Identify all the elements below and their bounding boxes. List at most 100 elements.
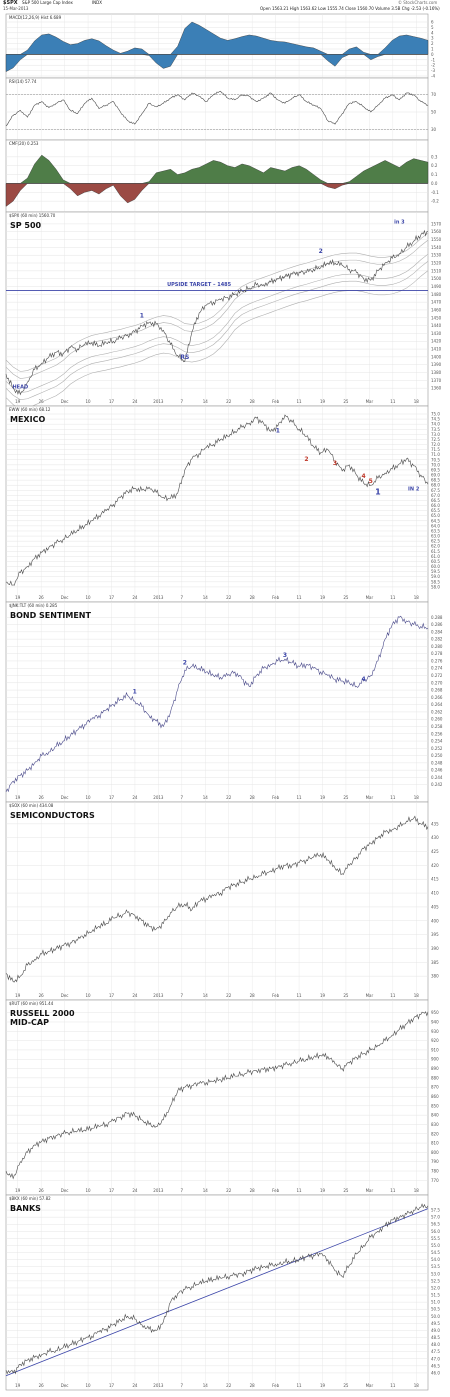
y-tick-label: 1430 [431,331,442,336]
y-tick-label: 1500 [431,276,442,281]
y-tick-label: 0.288 [431,615,443,620]
x-tick-label: 2013 [153,1383,164,1388]
y-tick-label: 71.0 [431,452,440,457]
y-tick-label: 410 [431,891,439,896]
y-tick-label: 1470 [431,300,442,305]
y-tick-label: 62.0 [431,544,440,549]
y-tick-label: 940 [431,1019,439,1024]
y-tick-label: 47.5 [431,1349,440,1354]
x-tick-label: 11 [390,993,396,998]
y-tick-label: 900 [431,1057,439,1062]
wave-annotation: RS [180,354,189,361]
watermark: © StockCharts.com [398,0,438,5]
x-tick-label: Feb [272,399,280,404]
wave-annotation: 4 [362,676,366,683]
panel-frame [5,211,429,407]
y-tick-label: 0.268 [431,688,443,693]
quote-strip: Open 1563.21 High 1563.62 Low 1555.74 Cl… [260,6,440,11]
y-tick-label: 0.266 [431,695,443,700]
y-tick-label: 425 [431,849,439,854]
chart-panel-1: 70 50 30 RSI(14) 57.74 [5,77,437,141]
x-tick-label: Dec [61,595,69,600]
y-tick-label: 910 [431,1047,439,1052]
x-tick-label: 18 [414,399,420,404]
chart-panel-8: 57.5 57.0 56.5 56.0 55.5 55.0 54.5 54.0 53.5 53.0… [5,1194,440,1391]
panel-title: BOND SENTIMENT [10,611,91,620]
y-tick-label: 52.0 [431,1285,440,1290]
y-tick-label: 1490 [431,284,442,289]
y-tick-label: 66.0 [431,503,440,508]
x-tick-label: 19 [320,1383,326,1388]
y-tick-label: 70.0 [431,462,440,467]
y-tick-label: 420 [431,863,439,868]
y-tick-label: 3 [431,36,434,41]
x-tick-label: Feb [272,1188,280,1193]
y-tick-label: 1400 [431,354,442,359]
y-tick-label: 385 [431,960,439,965]
y-tick-label: 52.5 [431,1278,440,1283]
x-tick-label: 11 [297,993,303,998]
header: $SPX S&P 500 Large Cap Index INDX 15-Mar… [0,0,450,14]
trend-line [5,1208,429,1377]
y-tick-label: 74.5 [431,417,440,422]
y-tick-label: 51.5 [431,1293,440,1298]
y-tick-label: 1420 [431,339,442,344]
x-tick-label: Dec [61,1188,69,1193]
wave-annotation: 1 [276,427,280,434]
y-tick-label: 0.3 [431,154,438,159]
y-tick-label: 67.5 [431,488,440,493]
y-tick-label: 1390 [431,362,442,367]
x-tick-label: 7 [181,595,184,600]
y-tick-label: 48.5 [431,1335,440,1340]
x-tick-label: 26 [39,1383,45,1388]
x-tick-label: 2013 [153,399,164,404]
y-tick-label: -0.1 [431,190,439,195]
price-line [5,414,429,586]
y-tick-label: 430 [431,835,439,840]
x-tick-label: 26 [39,595,45,600]
x-tick-label: 26 [39,993,45,998]
wave-annotation: 1 [375,487,381,496]
y-tick-label: 73.0 [431,432,440,437]
y-tick-label: 46.5 [431,1363,440,1368]
x-tick-label: 7 [181,795,184,800]
x-tick-label: Mar [366,993,374,998]
y-tick-label: 67.0 [431,493,440,498]
y-tick-label: 0.254 [431,739,443,744]
y-tick-label: 69.0 [431,473,440,478]
x-tick-label: 28 [250,1383,256,1388]
x-tick-label: 11 [390,1383,396,1388]
y-tick-label: 1370 [431,378,442,383]
y-tick-label: 1540 [431,245,442,250]
chart-panel-3: 1570 1560 1550 1540 1530 1520 1510 1500 1490 1480… [5,211,442,410]
x-tick-label: 10 [86,399,92,404]
y-tick-label: 790 [431,1159,439,1164]
x-tick-label: 11 [297,1188,303,1193]
y-tick-label: 0 [431,52,434,57]
x-tick-label: Mar [366,399,374,404]
y-tick-label: 0.270 [431,680,443,685]
wave-annotation: IN 2 [408,486,420,492]
panel-legend: $SOX (60 min) 434.08 [9,803,54,808]
x-tick-label: 22 [226,1188,232,1193]
x-tick-label: 11 [297,399,303,404]
y-tick-label: 70 [431,92,437,97]
y-tick-label: 48.0 [431,1342,440,1347]
y-tick-label: 1560 [431,229,442,234]
panel-title: RUSSELL 2000 [10,1009,75,1018]
x-tick-label: 28 [250,399,256,404]
y-tick-label: 57.5 [431,1208,440,1213]
y-tick-label: 800 [431,1150,439,1155]
x-tick-label: 26 [39,399,45,404]
y-tick-label: 810 [431,1141,439,1146]
x-tick-label: 25 [343,1383,349,1388]
y-tick-label: 1450 [431,315,442,320]
y-tick-label: 770 [431,1178,439,1183]
wave-annotation: 2 [304,456,308,463]
x-tick-label: 19 [15,595,21,600]
y-tick-label: 53.0 [431,1271,440,1276]
y-tick-label: 54.5 [431,1250,440,1255]
x-tick-label: 2013 [153,795,164,800]
x-tick-label: 17 [109,1383,115,1388]
y-tick-label: 47.0 [431,1356,440,1361]
